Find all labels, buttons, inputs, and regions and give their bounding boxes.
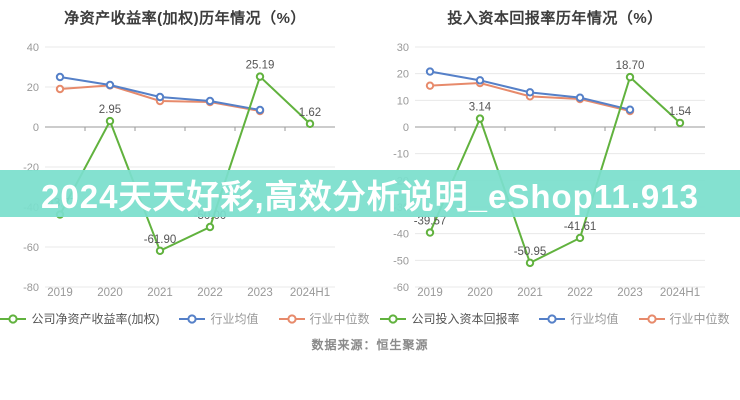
legend-label: 行业中位数 <box>309 312 370 326</box>
chart-roic-section: 投入资本回报率历年情况（%） 3020100-10-20-30-40-50-60… <box>370 0 740 327</box>
data-point-marker <box>425 81 435 90</box>
data-point-label: -61.90 <box>144 234 177 246</box>
x-axis-label-2024H1: 2024H1 <box>290 287 330 299</box>
data-point-marker <box>675 118 685 128</box>
chart-roe-legend: 公司净资产收益率(加权) 行业均值 行业中位数 <box>0 310 370 327</box>
data-point-label: -50.95 <box>514 246 547 258</box>
x-axis-label-2019: 2019 <box>417 287 443 299</box>
legend-label: 行业中位数 <box>669 312 730 326</box>
data-source-label: 数据来源：恒生聚源 <box>311 338 429 352</box>
data-point-marker <box>205 96 215 106</box>
data-point-marker <box>525 88 535 97</box>
legend-label: 行业均值 <box>570 312 619 326</box>
chart-roic-plot: 3020100-10-20-30-40-50-60201920202021202… <box>375 34 735 306</box>
legend-item-0-1[interactable]: 行业均值 <box>179 310 259 327</box>
y-axis-tick-label: -60 <box>393 282 409 294</box>
chart-canvas-1: 3020100-10-20-30-40-50-60201920202021202… <box>393 42 705 299</box>
data-point-marker <box>155 92 165 102</box>
chart-roe-title: 净资产收益率(加权)历年情况（%） <box>64 10 306 27</box>
data-point-marker <box>105 80 115 90</box>
y-axis-tick-label: 20 <box>397 69 409 81</box>
data-point-marker <box>55 84 65 94</box>
legend-item-1-1[interactable]: 行业均值 <box>539 310 619 327</box>
x-axis-label-2019: 2019 <box>47 287 73 299</box>
data-point-marker <box>55 72 65 82</box>
chart-roic-legend: 公司投入资本回报率 行业均值 行业中位数 <box>380 310 730 327</box>
x-axis-label-2024H1: 2024H1 <box>660 287 700 299</box>
charts-row: 净资产收益率(加权)历年情况（%） 40200-20-40-60-8020192… <box>0 0 740 327</box>
overlay-banner-text[interactable]: 2024天天好彩,高效分析说明_eShop11.913 <box>41 177 699 215</box>
data-point-marker <box>255 105 265 115</box>
legend-marker-icon <box>0 313 27 324</box>
data-point-marker <box>205 222 215 232</box>
legend-label: 公司投入资本回报率 <box>411 312 520 326</box>
data-point-label: -39.57 <box>414 216 447 228</box>
x-axis-label-2023: 2023 <box>247 287 273 299</box>
legend-marker-icon <box>638 313 665 324</box>
data-point-marker <box>625 105 635 114</box>
data-point-marker <box>625 72 635 82</box>
data-point-marker <box>575 233 585 243</box>
y-axis-tick-label: 30 <box>397 42 409 54</box>
data-point-label: 25.19 <box>246 60 275 72</box>
y-axis-tick-label: -10 <box>393 149 409 161</box>
data-point-marker <box>475 76 485 85</box>
data-point-marker <box>425 228 435 237</box>
data-point-marker <box>475 114 485 123</box>
data-point-marker <box>575 93 585 102</box>
series-line-0 <box>429 75 681 265</box>
data-point-marker <box>255 72 265 81</box>
x-axis-label-2022: 2022 <box>567 287 593 299</box>
y-axis-tick-label: 0 <box>403 122 409 134</box>
legend-marker-icon <box>278 313 305 324</box>
legend-item-1-0[interactable]: 公司投入资本回报率 <box>380 310 519 327</box>
y-axis-tick-label: 40 <box>27 42 39 54</box>
data-point-marker <box>305 119 315 128</box>
x-axis-label-2020: 2020 <box>97 287 123 299</box>
legend-marker-icon <box>539 313 566 324</box>
data-point-marker <box>155 246 165 256</box>
data-point-label: 18.70 <box>616 60 645 72</box>
x-axis-label-2020: 2020 <box>467 287 493 299</box>
y-axis-tick-label: 0 <box>33 122 39 134</box>
overlay-banner[interactable]: 2024天天好彩,高效分析说明_eShop11.913 <box>0 170 740 217</box>
y-axis-tick-label: -60 <box>23 242 39 254</box>
legend-label: 公司净资产收益率(加权) <box>31 312 160 326</box>
data-point-label: -41.61 <box>564 221 597 233</box>
data-point-marker <box>425 67 435 76</box>
y-axis-tick-label: -50 <box>393 255 409 267</box>
chart-roic-title: 投入资本回报率历年情况（%） <box>447 10 663 27</box>
legend-marker-icon <box>380 313 407 324</box>
data-point-label: 2.95 <box>99 104 121 116</box>
x-axis-label-2022: 2022 <box>197 287 223 299</box>
legend-item-0-0[interactable]: 公司净资产收益率(加权) <box>0 310 159 327</box>
data-point-marker <box>525 258 535 268</box>
legend-label: 行业均值 <box>210 312 259 326</box>
legend-item-0-2[interactable]: 行业中位数 <box>278 310 370 327</box>
data-point-label: 3.14 <box>469 102 492 114</box>
y-axis-tick-label: -40 <box>393 229 409 241</box>
data-point-marker <box>105 116 115 126</box>
y-axis-tick-label: 20 <box>27 82 39 94</box>
legend-marker-icon <box>179 313 206 324</box>
x-axis-label-2021: 2021 <box>147 287 173 299</box>
y-axis-tick-label: -80 <box>23 282 39 294</box>
data-point-label: 1.54 <box>669 106 692 118</box>
chart-roe-section: 净资产收益率(加权)历年情况（%） 40200-20-40-60-8020192… <box>0 0 370 327</box>
y-axis-tick-label: 10 <box>397 95 409 107</box>
data-point-label: 1.62 <box>299 107 321 119</box>
legend-item-1-2[interactable]: 行业中位数 <box>638 310 730 327</box>
x-axis-label-2023: 2023 <box>617 287 643 299</box>
series-line-0 <box>59 74 311 253</box>
x-axis-label-2021: 2021 <box>517 287 543 299</box>
